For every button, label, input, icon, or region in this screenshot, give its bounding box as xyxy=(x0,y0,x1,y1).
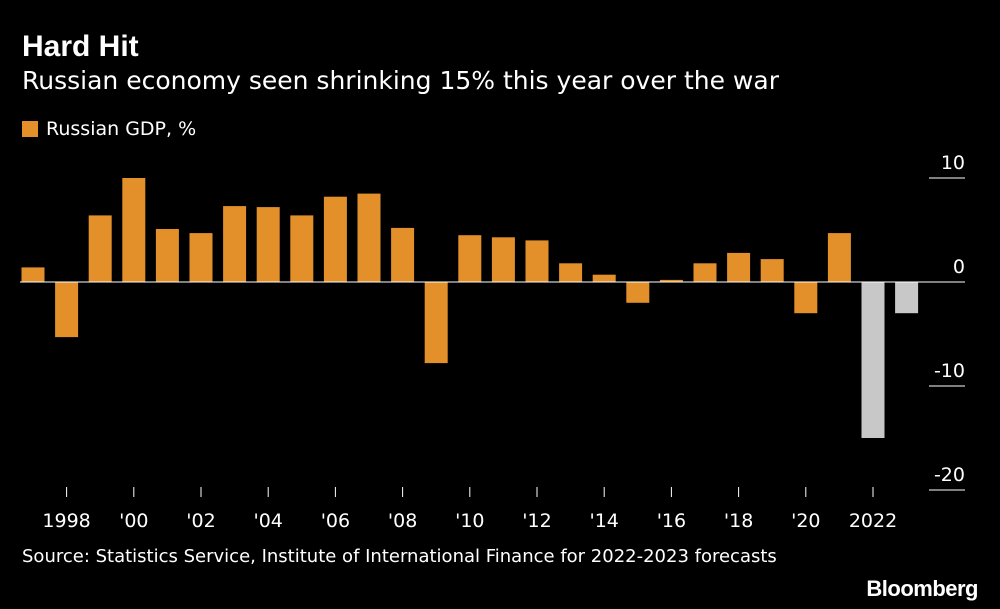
y-tick-label-2: -10 xyxy=(934,360,965,382)
bar-2007 xyxy=(357,193,381,282)
bar-2013 xyxy=(559,263,583,282)
bar-2003 xyxy=(223,206,247,282)
bar-2012 xyxy=(525,240,549,282)
bar-2005 xyxy=(290,215,314,282)
x-tick-label-1998: 1998 xyxy=(42,510,90,532)
x-tick-label-2010: '10 xyxy=(455,510,484,532)
x-tick-label-2022: 2022 xyxy=(849,510,897,532)
bar-2006 xyxy=(323,196,347,282)
bar-2022 xyxy=(861,282,885,438)
bar-1997 xyxy=(21,267,45,282)
bar-2004 xyxy=(256,207,280,282)
bar-2008 xyxy=(391,227,415,282)
bar-2019 xyxy=(760,259,784,282)
x-tick-label-2016: '16 xyxy=(657,510,686,532)
x-tick-label-2000: '00 xyxy=(119,510,148,532)
bar-2016 xyxy=(659,279,683,282)
source-note: Source: Statistics Service, Institute of… xyxy=(22,546,777,567)
y-tick-label-3: -20 xyxy=(934,464,965,486)
bar-2018 xyxy=(727,252,751,282)
bar-2015 xyxy=(626,282,650,303)
bar-2000 xyxy=(122,178,146,282)
chart-subtitle: Russian economy seen shrinking 15% this … xyxy=(22,66,779,95)
x-tick-label-2018: '18 xyxy=(724,510,753,532)
legend-swatch xyxy=(22,121,38,137)
y-tick-label-1: 0 xyxy=(953,256,965,278)
x-tick-label-2006: '06 xyxy=(321,510,350,532)
x-tick-label-2004: '04 xyxy=(253,510,282,532)
bar-2020 xyxy=(794,282,818,314)
bar-2011 xyxy=(491,237,515,282)
bar-2001 xyxy=(155,229,179,282)
x-tick-label-2002: '02 xyxy=(186,510,215,532)
bar-2017 xyxy=(693,263,717,282)
bar-1999 xyxy=(88,215,112,282)
chart-title: Hard Hit xyxy=(22,30,139,63)
x-tick-label-2012: '12 xyxy=(522,510,551,532)
bloomberg-logo: Bloomberg xyxy=(866,576,978,601)
bar-2014 xyxy=(592,274,616,282)
x-tick-label-2008: '08 xyxy=(388,510,417,532)
bar-2002 xyxy=(189,233,213,282)
bar-2023 xyxy=(895,282,919,314)
bar-2010 xyxy=(458,235,482,282)
bar-2021 xyxy=(827,233,851,282)
x-tick-label-2014: '14 xyxy=(589,510,618,532)
bar-1998 xyxy=(55,282,79,338)
legend: Russian GDP, % xyxy=(22,118,196,140)
y-tick-label-0: 10 xyxy=(941,152,965,174)
legend-label: Russian GDP, % xyxy=(46,118,197,140)
bar-2009 xyxy=(424,282,448,364)
x-tick-label-2020: '20 xyxy=(791,510,820,532)
